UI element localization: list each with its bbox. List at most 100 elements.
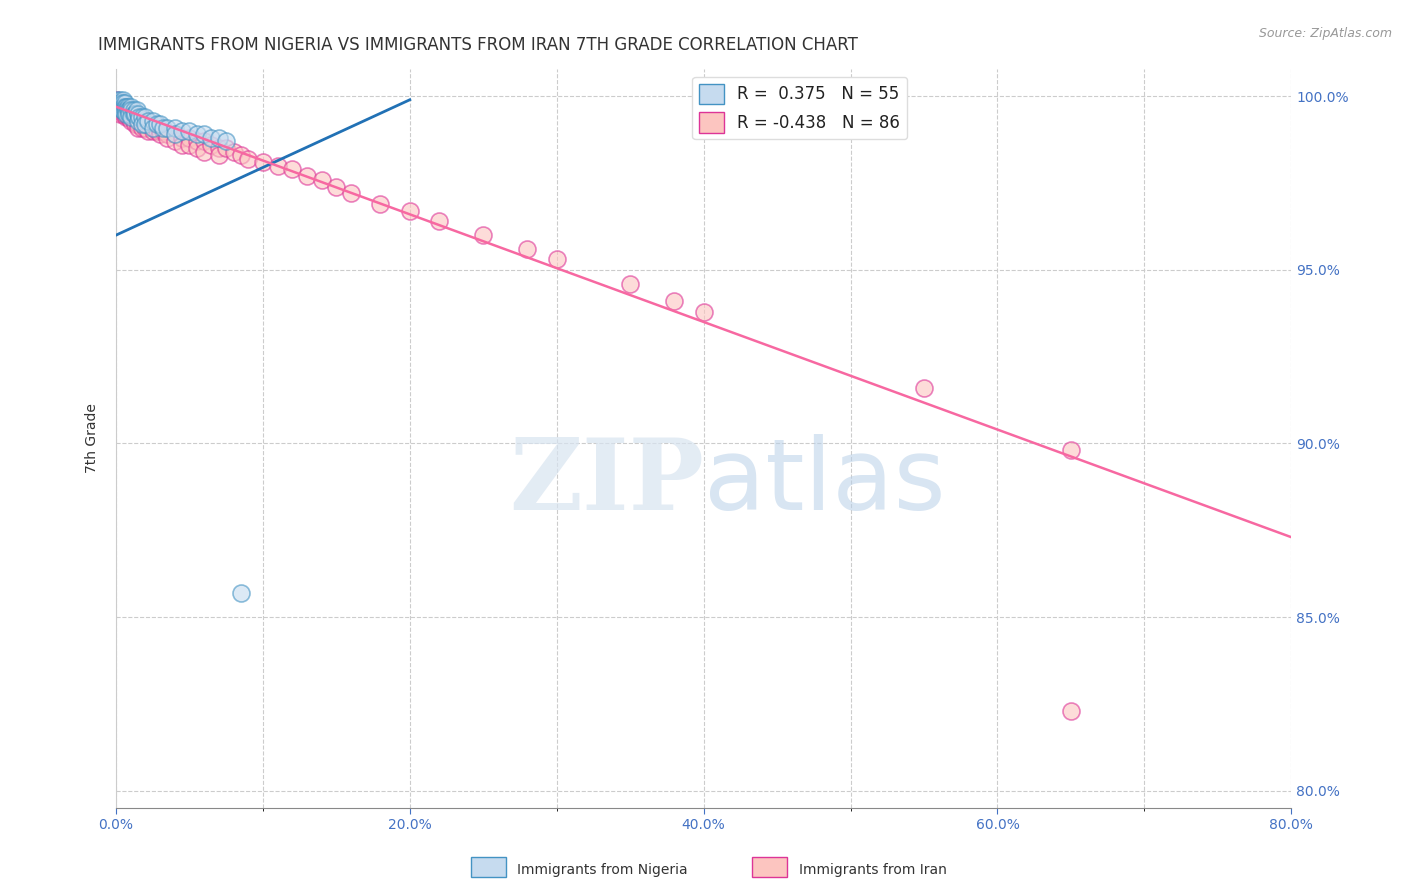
Point — [398, 203, 420, 218]
Point — [163, 135, 186, 149]
Point — [156, 120, 179, 135]
Point — [146, 124, 169, 138]
Point — [472, 228, 495, 243]
Point — [142, 120, 165, 135]
Point — [115, 100, 138, 114]
Point — [172, 137, 194, 152]
Point — [311, 172, 333, 186]
Point — [115, 106, 138, 120]
Point — [108, 100, 131, 114]
Point — [117, 110, 139, 124]
Point — [172, 124, 194, 138]
Point — [117, 106, 139, 120]
Point — [136, 124, 159, 138]
Point — [179, 124, 201, 138]
Point — [110, 96, 132, 111]
Point — [193, 128, 215, 142]
Point — [108, 96, 131, 111]
Point — [281, 162, 304, 177]
Point — [111, 96, 134, 111]
Point — [215, 141, 238, 155]
Point — [115, 106, 138, 120]
Point — [325, 179, 347, 194]
Point — [110, 100, 132, 114]
Point — [122, 106, 145, 120]
Point — [692, 304, 714, 318]
Point — [107, 93, 129, 107]
Point — [124, 117, 146, 131]
Point — [229, 148, 252, 162]
Point — [125, 103, 148, 118]
Point — [120, 106, 142, 120]
Point — [136, 113, 159, 128]
Point — [114, 106, 136, 120]
Point — [114, 100, 136, 114]
Point — [112, 103, 135, 118]
Legend: R =  0.375   N = 55, R = -0.438   N = 86: R = 0.375 N = 55, R = -0.438 N = 86 — [692, 77, 907, 139]
Point — [112, 93, 135, 107]
Point — [136, 117, 159, 131]
Point — [156, 128, 179, 142]
Point — [295, 169, 318, 183]
Point — [115, 100, 138, 114]
Point — [108, 100, 131, 114]
Point — [152, 124, 174, 138]
Point — [108, 96, 131, 111]
Point — [111, 103, 134, 118]
Point — [229, 586, 252, 600]
Point — [186, 135, 208, 149]
Point — [112, 100, 135, 114]
Point — [127, 117, 149, 131]
Point — [117, 100, 139, 114]
Point — [222, 145, 245, 159]
Point — [131, 113, 153, 128]
Point — [122, 110, 145, 124]
Point — [252, 155, 274, 169]
Point — [152, 120, 174, 135]
Point — [208, 131, 231, 145]
Point — [193, 145, 215, 159]
Point — [912, 381, 935, 395]
Point — [114, 103, 136, 118]
Point — [110, 106, 132, 120]
Point — [193, 135, 215, 149]
Point — [115, 110, 138, 124]
Point — [1060, 443, 1083, 458]
Text: atlas: atlas — [703, 434, 945, 531]
Point — [118, 103, 141, 118]
Point — [340, 186, 363, 201]
Point — [149, 117, 172, 131]
Point — [200, 137, 222, 152]
Point — [114, 96, 136, 111]
Point — [142, 113, 165, 128]
Point — [110, 93, 132, 107]
Point — [370, 197, 392, 211]
Point — [120, 113, 142, 128]
Point — [118, 110, 141, 124]
Point — [110, 100, 132, 114]
Point — [115, 103, 138, 118]
Point — [179, 131, 201, 145]
Point — [208, 141, 231, 155]
Point — [619, 277, 641, 291]
Point — [149, 124, 172, 138]
Point — [118, 103, 141, 118]
Point — [163, 128, 186, 142]
Point — [120, 100, 142, 114]
Text: Immigrants from Nigeria: Immigrants from Nigeria — [517, 863, 688, 877]
Y-axis label: 7th Grade: 7th Grade — [86, 403, 100, 473]
Point — [134, 117, 156, 131]
Point — [114, 100, 136, 114]
Point — [427, 214, 450, 228]
Point — [112, 100, 135, 114]
Point — [215, 135, 238, 149]
Point — [266, 159, 288, 173]
Point — [131, 120, 153, 135]
Point — [127, 106, 149, 120]
Text: ZIP: ZIP — [509, 434, 703, 531]
Point — [172, 131, 194, 145]
Point — [120, 110, 142, 124]
Point — [124, 106, 146, 120]
Point — [122, 113, 145, 128]
Point — [117, 103, 139, 118]
